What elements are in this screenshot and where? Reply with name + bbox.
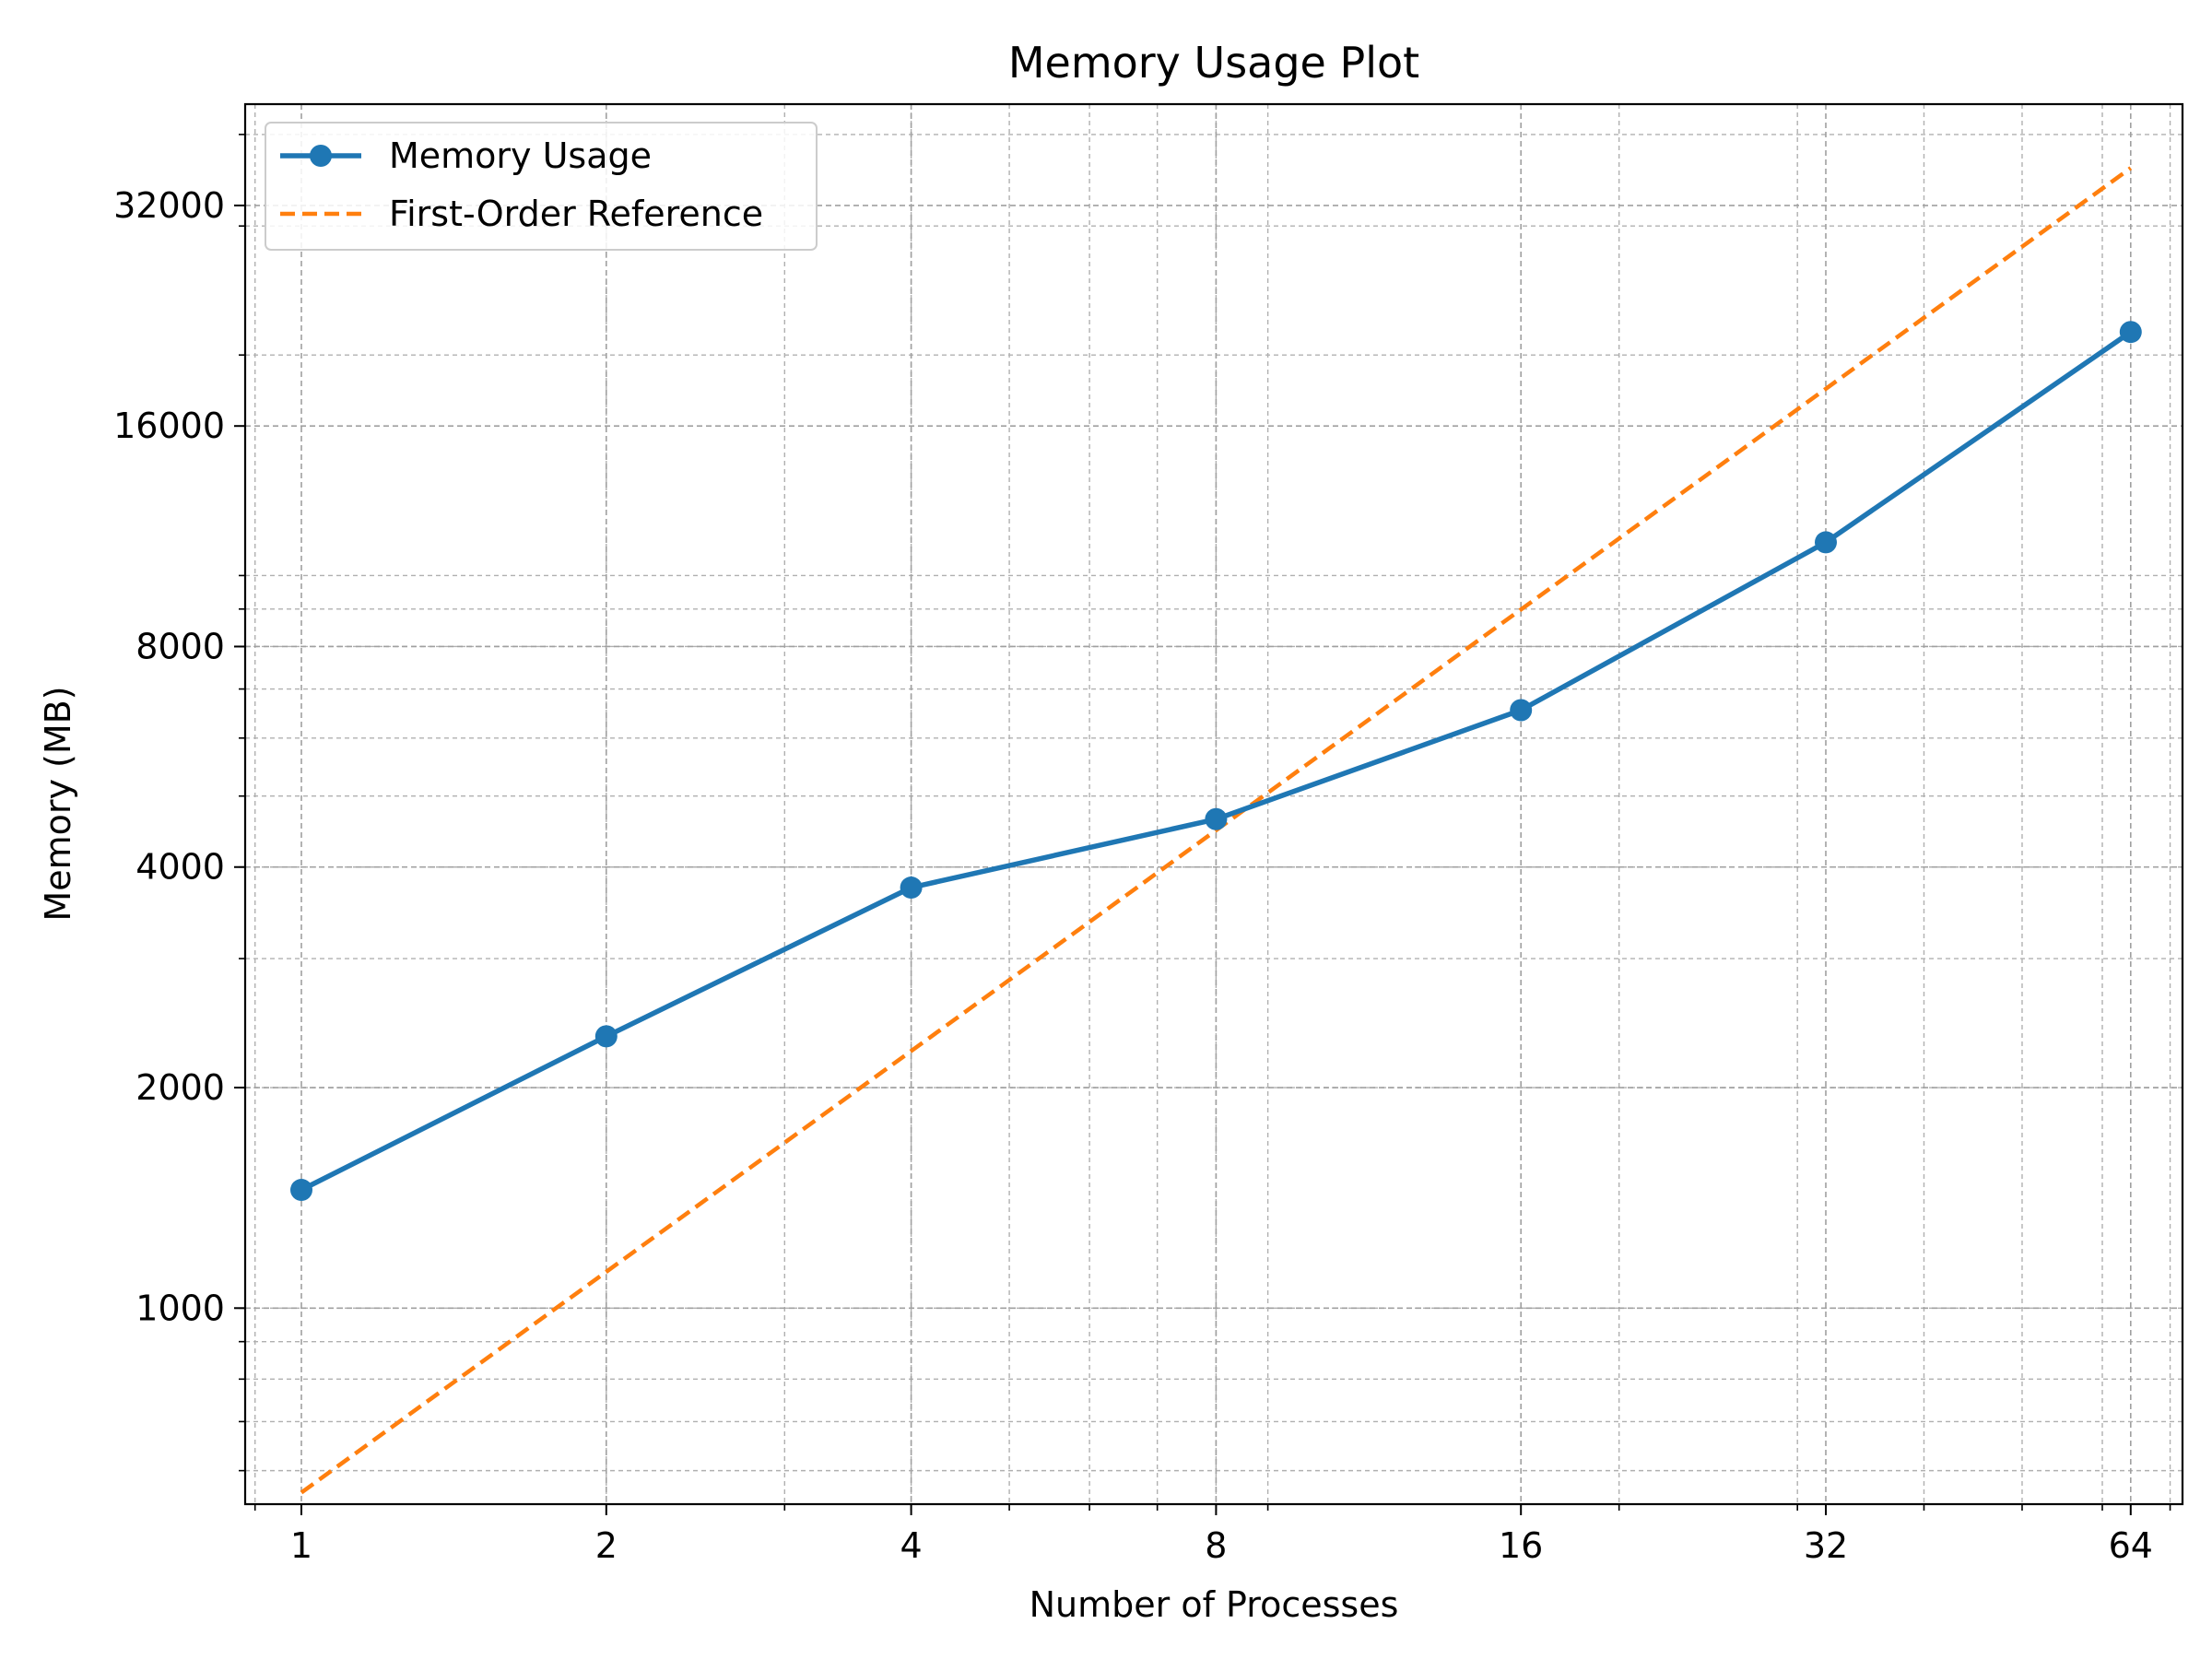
- data-point-memory-usage: [2119, 321, 2142, 344]
- y-tick-label: 16000: [113, 406, 225, 446]
- legend-marker-memory-usage: [310, 145, 332, 167]
- legend-box: [265, 122, 818, 251]
- series-layer: [290, 166, 2142, 1495]
- x-tick-label: 1: [290, 1525, 312, 1566]
- x-tick-label: 4: [900, 1525, 923, 1566]
- legend: Memory Usage First-Order Reference: [265, 122, 818, 251]
- data-point-memory-usage: [594, 1025, 618, 1048]
- x-tick-label: 32: [1804, 1525, 1848, 1566]
- x-tick-label: 2: [595, 1525, 618, 1566]
- x-axis-label: Number of Processes: [1030, 1584, 1399, 1625]
- y-tick-label: 2000: [135, 1067, 225, 1108]
- plot-frame: [243, 102, 2184, 1506]
- y-tick-label: 4000: [135, 847, 225, 888]
- data-point-memory-usage: [290, 1179, 313, 1202]
- legend-label-memory-usage: Memory Usage: [389, 135, 652, 176]
- tick-labels-layer: 1 2 4 8 16 32 64 1000 2000 4000 8000 16000 32000: [113, 185, 2153, 1566]
- data-point-memory-usage: [1205, 807, 1228, 830]
- data-point-memory-usage: [1814, 531, 1837, 554]
- series-line-first-order-reference: [300, 166, 2133, 1495]
- y-tick-label: 1000: [135, 1288, 225, 1328]
- legend-label-first-order-reference: First-Order Reference: [389, 194, 763, 234]
- data-point-memory-usage: [1510, 699, 1533, 722]
- x-tick-label: 16: [1499, 1525, 1543, 1566]
- y-axis-label: Memory (MB): [38, 686, 78, 921]
- x-tick-label: 8: [1205, 1525, 1227, 1566]
- chart-title: Memory Usage Plot: [1008, 38, 1419, 88]
- data-point-memory-usage: [900, 877, 923, 900]
- x-tick-label: 64: [2109, 1525, 2153, 1566]
- y-tick-label: 32000: [113, 185, 225, 226]
- y-tick-label: 8000: [135, 626, 225, 666]
- axis-ticks-layer: [234, 134, 2171, 1515]
